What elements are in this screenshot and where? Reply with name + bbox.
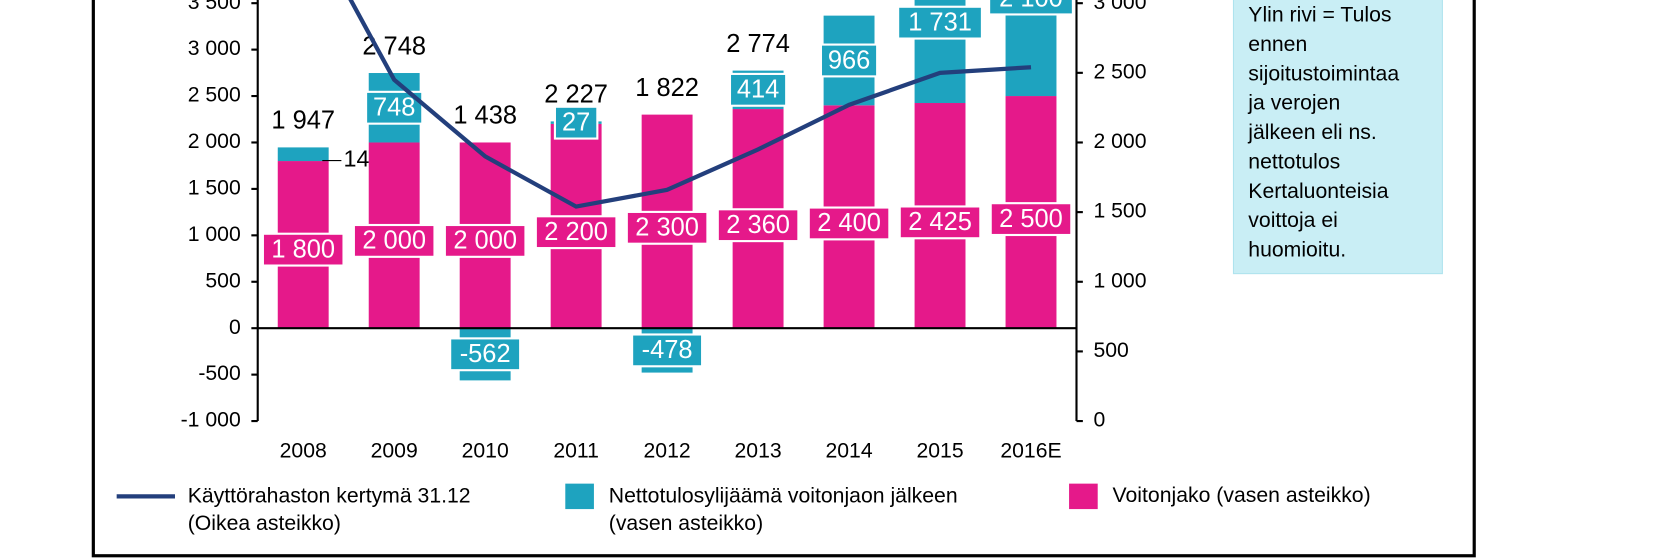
value-label: 2 500 bbox=[999, 205, 1063, 233]
note-line: jälkeen eli ns. bbox=[1247, 121, 1376, 144]
label-bg bbox=[553, 105, 599, 140]
note-line: ennen bbox=[1248, 33, 1307, 56]
y2-tick-label: 1 000 bbox=[1093, 269, 1146, 292]
legend-label: Nettotulosylijäämä voitonjaon jälkeen (va… bbox=[609, 484, 958, 535]
total-label: 2 774 bbox=[726, 30, 790, 58]
x-tick-label: 2016E bbox=[1000, 439, 1061, 462]
note-box bbox=[1232, 0, 1443, 275]
note-line: ja verojen bbox=[1247, 92, 1340, 115]
y-tick-label: 2 000 bbox=[188, 130, 241, 153]
y-tick-label: 0 bbox=[229, 316, 241, 339]
y-tick-label: -1 000 bbox=[181, 409, 241, 432]
value-label: 2 200 bbox=[544, 218, 608, 246]
value-label: 2 360 bbox=[726, 211, 790, 239]
x-tick-label: 2015 bbox=[916, 439, 963, 462]
label-bg bbox=[625, 210, 709, 245]
legend-swatch bbox=[1069, 483, 1098, 510]
bar-nettotulos bbox=[277, 147, 329, 162]
x-tick-label: 2012 bbox=[644, 439, 691, 462]
y2-tick-label: 500 bbox=[1093, 339, 1128, 362]
y2-tick-label: 1 500 bbox=[1093, 200, 1146, 223]
value-label: 966 bbox=[828, 46, 870, 74]
note-line: sijoitustoimintaa bbox=[1248, 62, 1399, 85]
value-label: 748 bbox=[373, 94, 415, 122]
value-label: 2 400 bbox=[817, 209, 881, 237]
x-tick-label: 2010 bbox=[462, 439, 509, 462]
label-bg bbox=[728, 72, 788, 107]
y-tick-label: 3 500 bbox=[188, 0, 241, 14]
x-tick-label: 2014 bbox=[825, 439, 872, 462]
x-tick-label: 2009 bbox=[371, 439, 418, 462]
y-tick-label: 1 000 bbox=[188, 223, 241, 246]
y2-tick-label: 2 000 bbox=[1093, 130, 1146, 153]
total-label: 2 227 bbox=[544, 81, 608, 109]
x-tick-label: 2011 bbox=[553, 439, 599, 462]
x-tick-label: 2008 bbox=[280, 439, 327, 462]
label-bg bbox=[261, 232, 345, 267]
label-bg bbox=[443, 223, 527, 258]
label-bg bbox=[352, 223, 436, 258]
value-label: 2 300 bbox=[635, 214, 699, 242]
label-bg bbox=[819, 43, 879, 78]
total-label: 3 366 bbox=[817, 0, 881, 3]
y2-tick-label: 2 500 bbox=[1093, 60, 1146, 83]
y2-tick-label: 0 bbox=[1093, 409, 1105, 432]
note-line: huomioitu. bbox=[1248, 239, 1346, 262]
value-label: 2 100 bbox=[999, 0, 1063, 12]
value-label: 1 800 bbox=[271, 235, 335, 263]
value-label: 414 bbox=[737, 76, 779, 104]
value-label: 2 000 bbox=[453, 227, 517, 255]
line-kertyma bbox=[348, 0, 1032, 209]
x-tick-label: 2013 bbox=[734, 439, 781, 462]
y-tick-label: 2 500 bbox=[188, 84, 241, 107]
label-bg bbox=[716, 208, 800, 243]
value-label: 27 bbox=[562, 108, 590, 136]
label-bg bbox=[807, 206, 891, 241]
legend-label: Voitonjako (vasen asteikko) bbox=[1113, 484, 1371, 507]
note-line: nettotulos bbox=[1248, 150, 1340, 173]
value-label: 1 731 bbox=[908, 8, 972, 36]
label-bg bbox=[898, 205, 982, 240]
y-tick-label: 500 bbox=[205, 269, 240, 292]
label-bg bbox=[534, 215, 618, 250]
y-tick-label: 1 500 bbox=[188, 177, 241, 200]
y-tick-label: -500 bbox=[198, 362, 240, 385]
y-tick-label: 3 000 bbox=[188, 37, 241, 60]
label-bg bbox=[631, 333, 704, 368]
note-line: Ylin rivi = Tulos bbox=[1248, 4, 1391, 27]
value-label: 2 425 bbox=[908, 208, 972, 236]
label-bg bbox=[988, 0, 1074, 16]
legend-swatch bbox=[565, 483, 594, 510]
label-bg bbox=[897, 5, 983, 40]
value-label: -478 bbox=[642, 336, 693, 364]
total-label: 1 438 bbox=[453, 102, 517, 130]
bar-nettotulos bbox=[1005, 0, 1057, 97]
total-label: 1 947 bbox=[271, 107, 335, 135]
frame bbox=[91, 0, 1476, 558]
legend-label: Käyttörahaston kertymä 31.12 (Oikea astei… bbox=[188, 484, 471, 535]
total-label: 1 822 bbox=[635, 74, 699, 102]
label-bg bbox=[989, 202, 1073, 237]
y2-tick-label: 3 000 bbox=[1093, 0, 1146, 14]
note-line: voittoja ei bbox=[1248, 209, 1338, 232]
note-line: Kertaluonteisia bbox=[1248, 180, 1388, 203]
label-bg bbox=[449, 337, 522, 372]
value-label: -562 bbox=[460, 340, 511, 368]
value-label: 2 000 bbox=[362, 227, 426, 255]
